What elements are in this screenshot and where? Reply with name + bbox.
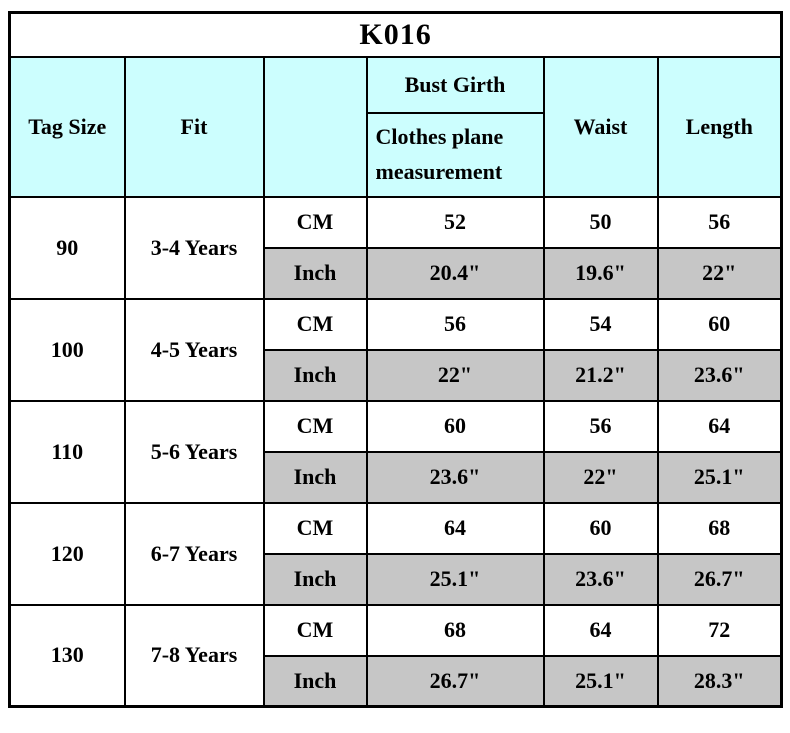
waist-cm-value: 50 — [542, 195, 659, 249]
unit-label-cm: CM — [262, 297, 368, 351]
length-inch-value: 28.3" — [656, 654, 783, 708]
fit-cell: 7-8 Years — [123, 603, 265, 708]
unit-label-inch: Inch — [262, 450, 368, 504]
table-row-inch: Inch 26.7" 25.1" 28.3" — [10, 654, 783, 708]
table-row-cm: 130 7-8 Years CM 68 64 72 — [8, 603, 783, 708]
unit-label-inch: Inch — [262, 654, 368, 708]
fit-cell: 4-5 Years — [123, 297, 265, 402]
unit-label-inch: Inch — [262, 348, 368, 402]
waist-cm-value: 60 — [542, 501, 659, 555]
col-header-fit: Fit — [123, 55, 265, 198]
tag-size-cell: 100 — [8, 297, 126, 402]
header-row-top: Tag Size Fit Bust Girth Waist Length — [8, 55, 783, 198]
waist-inch-value: 19.6" — [542, 246, 659, 300]
col-header-tag-size: Tag Size — [8, 55, 126, 198]
bust-inch-value: 26.7" — [365, 654, 545, 708]
size-chart-table: K016 Tag Size Fit Bust Girth Waist Lengt… — [8, 11, 784, 708]
bust-inch-value: 23.6" — [365, 450, 545, 504]
fit-cell: 6-7 Years — [123, 501, 265, 606]
fit-cell: 3-4 Years — [123, 195, 265, 300]
table-row-cm: 90 3-4 Years CM 52 50 56 — [8, 195, 783, 300]
table-row-inch: Inch 20.4" 19.6" 22" — [10, 246, 783, 300]
length-inch-value: 26.7" — [656, 552, 783, 606]
length-cm-value: 64 — [656, 399, 783, 453]
length-inch-value: 23.6" — [656, 348, 783, 402]
tag-size-cell: 130 — [8, 603, 126, 708]
bust-cm-value: 60 — [365, 399, 545, 453]
waist-cm-value: 56 — [542, 399, 659, 453]
table-row-inch: Inch 25.1" 23.6" 26.7" — [10, 552, 783, 606]
length-cm-value: 56 — [656, 195, 783, 249]
bust-cm-value: 56 — [365, 297, 545, 351]
col-header-unit-empty — [262, 55, 368, 198]
bust-cm-value: 64 — [365, 501, 545, 555]
header-row-sub: Clothes plane measurement — [10, 111, 782, 198]
tag-size-cell: 90 — [8, 195, 126, 300]
bust-inch-value: 20.4" — [365, 246, 545, 300]
tag-size-cell: 120 — [8, 501, 126, 606]
title-row: K016 — [8, 11, 783, 58]
table-row-inch: Inch 23.6" 22" 25.1" — [10, 450, 783, 504]
waist-inch-value: 22" — [542, 450, 659, 504]
length-cm-value: 68 — [656, 501, 783, 555]
unit-label-cm: CM — [262, 399, 368, 453]
unit-label-inch: Inch — [262, 246, 368, 300]
unit-label-cm: CM — [262, 603, 368, 657]
col-header-bust-girth-sub: Clothes plane measurement — [365, 111, 545, 198]
tag-size-cell: 110 — [8, 399, 126, 504]
table-row-cm: 120 6-7 Years CM 64 60 68 — [8, 501, 783, 606]
length-cm-value: 60 — [656, 297, 783, 351]
waist-inch-value: 25.1" — [542, 654, 659, 708]
length-cm-value: 72 — [656, 603, 783, 657]
col-header-bust-girth: Bust Girth — [365, 55, 545, 114]
table-row-inch: Inch 22" 21.2" 23.6" — [10, 348, 783, 402]
waist-inch-value: 21.2" — [542, 348, 659, 402]
unit-label-inch: Inch — [262, 552, 368, 606]
col-header-length: Length — [656, 55, 783, 198]
unit-label-cm: CM — [262, 195, 368, 249]
chart-title: K016 — [8, 11, 783, 58]
fit-cell: 5-6 Years — [123, 399, 265, 504]
waist-cm-value: 54 — [542, 297, 659, 351]
bust-cm-value: 52 — [365, 195, 545, 249]
bust-inch-value: 25.1" — [365, 552, 545, 606]
length-inch-value: 25.1" — [656, 450, 783, 504]
bust-cm-value: 68 — [365, 603, 545, 657]
bust-inch-value: 22" — [365, 348, 545, 402]
table-row-cm: 110 5-6 Years CM 60 56 64 — [8, 399, 783, 504]
waist-inch-value: 23.6" — [542, 552, 659, 606]
unit-label-cm: CM — [262, 501, 368, 555]
length-inch-value: 22" — [656, 246, 783, 300]
waist-cm-value: 64 — [542, 603, 659, 657]
table-row-cm: 100 4-5 Years CM 56 54 60 — [8, 297, 783, 402]
col-header-waist: Waist — [542, 55, 659, 198]
